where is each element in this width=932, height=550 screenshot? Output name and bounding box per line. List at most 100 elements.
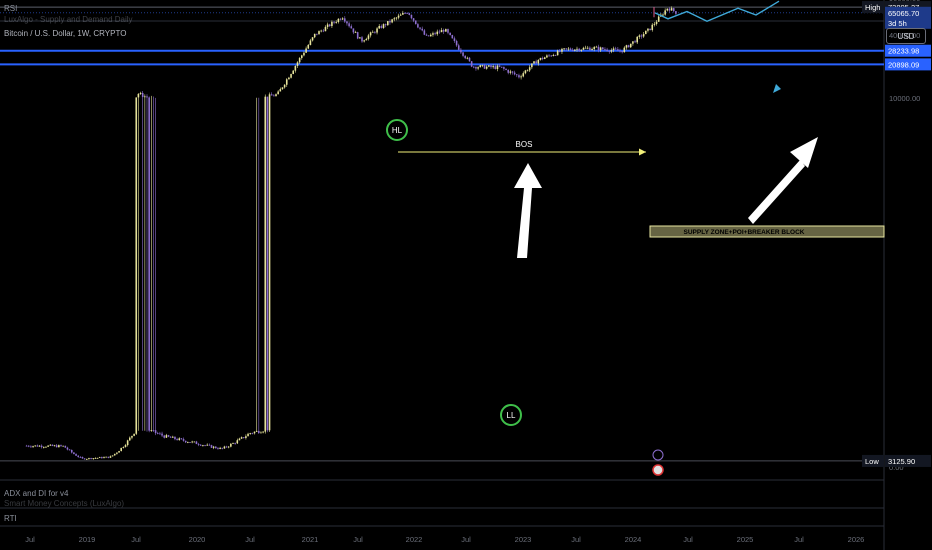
candle-body xyxy=(184,440,187,443)
candle-body xyxy=(316,33,318,35)
candle-body xyxy=(94,458,97,459)
candle-body xyxy=(500,66,503,68)
candle-body xyxy=(356,32,359,39)
candle-body xyxy=(440,30,443,33)
candle-body xyxy=(30,446,32,448)
projection-arrowhead xyxy=(773,84,781,93)
candle-body xyxy=(348,23,350,27)
candle-body xyxy=(77,455,80,457)
candle-body xyxy=(240,437,243,439)
candle-body xyxy=(561,48,563,52)
candle-body xyxy=(389,21,391,23)
candle-body xyxy=(68,449,71,451)
adx-pane-label[interactable]: ADX and DI for v4 xyxy=(4,489,69,498)
candle-body xyxy=(236,440,239,444)
candle-body xyxy=(281,87,284,90)
candle-body xyxy=(666,8,669,11)
candle-body xyxy=(73,452,75,455)
candle-body xyxy=(197,444,200,445)
candle-body xyxy=(311,37,314,41)
candle-body xyxy=(51,444,54,446)
candle-body xyxy=(333,21,335,23)
candle-body xyxy=(612,48,615,51)
candle-body xyxy=(672,8,675,12)
candle-body xyxy=(516,74,518,76)
candle-body xyxy=(172,436,174,438)
candle-body xyxy=(193,441,196,443)
candle-body xyxy=(191,441,193,443)
price-label-value: 20898.09 xyxy=(888,60,919,69)
price-label-countdown: 3d 5h xyxy=(888,19,907,28)
candle-body xyxy=(290,74,292,78)
candle-body xyxy=(483,64,486,69)
candle-body xyxy=(541,57,544,60)
x-tick-label: 2023 xyxy=(515,535,532,544)
candle-body xyxy=(146,96,148,98)
candle-body xyxy=(225,446,228,448)
candle-body xyxy=(460,49,462,53)
price-label-value: 65065.70 xyxy=(888,9,919,18)
indicator-rsi-label[interactable]: RSI xyxy=(4,4,18,13)
horizontal-levels xyxy=(0,6,884,462)
candle-body xyxy=(118,451,120,453)
candle-body xyxy=(38,445,41,447)
candle-body xyxy=(419,27,421,29)
x-tick-label: Jul xyxy=(25,535,35,544)
candle-body xyxy=(522,73,525,77)
flag-icon xyxy=(652,464,664,476)
smc-pane-label[interactable]: Smart Money Concepts (LuxAlgo) xyxy=(4,499,125,508)
x-tick-label: Jul xyxy=(571,535,581,544)
hl-label: HL xyxy=(392,126,403,135)
candle-body xyxy=(174,436,176,440)
x-tick-label: Jul xyxy=(683,535,693,544)
price-label-box xyxy=(885,44,931,57)
candle-body xyxy=(464,55,467,59)
price-label-tag-box xyxy=(862,454,884,467)
time-axis: Jul 2019 Jul 2020 Jul 2021 Jul 2022 Jul 2023 Jul 20… xyxy=(25,535,864,544)
y-tick-label: 0.00 xyxy=(889,463,904,472)
candle-body xyxy=(113,453,116,456)
candle-body xyxy=(436,31,439,35)
candle-body xyxy=(526,70,529,72)
candle-body xyxy=(139,92,142,94)
candle-body xyxy=(589,47,591,51)
candle-body xyxy=(546,55,548,58)
candle-body xyxy=(442,30,445,32)
candle-body xyxy=(309,40,312,45)
rti-pane-label[interactable]: RTI xyxy=(4,514,17,523)
annotations: BOS HL LL SUPPLY ZONE+POI+BREAKER BLOCK xyxy=(386,0,818,476)
candle-body xyxy=(230,443,232,447)
candle-body xyxy=(135,97,138,434)
candle-body xyxy=(387,21,389,26)
candle-body xyxy=(266,96,269,431)
candle-body xyxy=(292,70,295,75)
candle-body xyxy=(427,35,430,37)
candle-body xyxy=(264,96,267,432)
currency-button[interactable]: USD xyxy=(886,28,926,44)
candle-body xyxy=(163,435,166,438)
candle-body xyxy=(322,30,325,32)
bos-label: BOS xyxy=(516,140,533,149)
candle-body xyxy=(66,447,69,450)
x-tick-label: 2025 xyxy=(737,535,754,544)
price-label-tag: Low xyxy=(865,457,879,466)
candle-body xyxy=(653,23,656,25)
candle-body xyxy=(206,444,209,446)
candle-body xyxy=(559,50,561,52)
candle-body xyxy=(247,433,249,437)
candle-body xyxy=(597,46,600,51)
candle-body xyxy=(425,34,428,36)
candle-body xyxy=(83,458,86,460)
candle-body xyxy=(221,447,224,449)
candle-body xyxy=(430,34,432,37)
candle-body xyxy=(335,22,338,23)
indicator-supply-demand-label[interactable]: LuxAlgo - Supply and Demand Daily xyxy=(4,15,133,24)
y-tick-label: 10000.00 xyxy=(889,94,920,103)
candle-body xyxy=(466,57,469,59)
candle-body xyxy=(369,32,372,36)
candle-body xyxy=(47,445,49,447)
candle-body xyxy=(498,65,501,67)
candle-body xyxy=(576,48,578,50)
